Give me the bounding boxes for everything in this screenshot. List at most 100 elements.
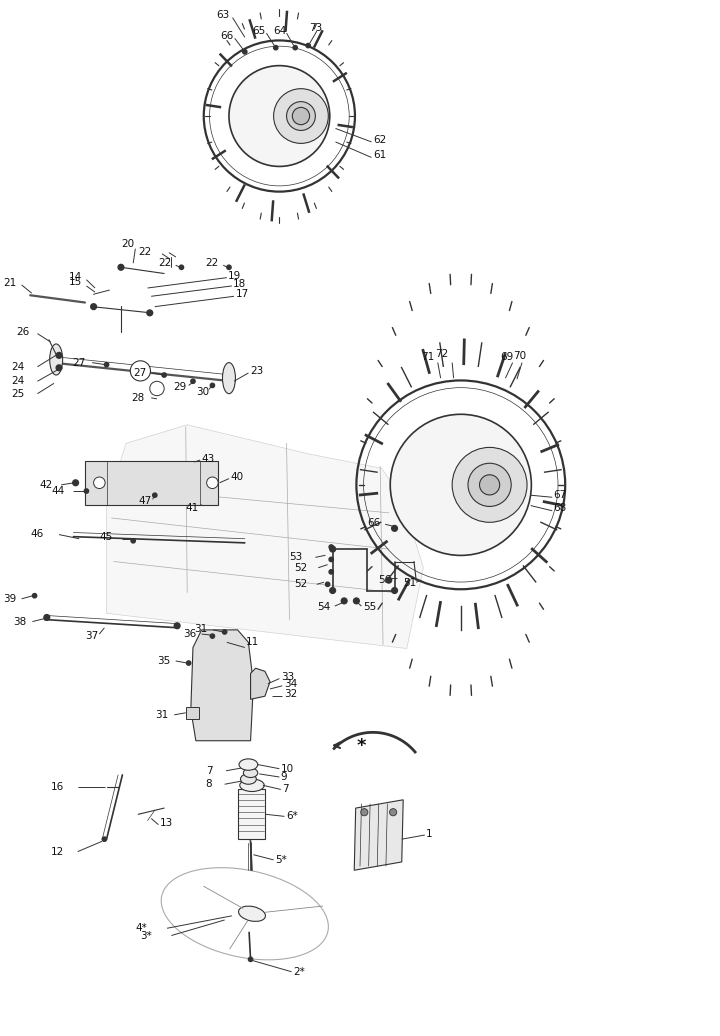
Circle shape <box>210 634 215 638</box>
Circle shape <box>84 489 89 493</box>
Circle shape <box>274 46 278 50</box>
Circle shape <box>162 373 166 377</box>
Text: 42: 42 <box>40 480 53 490</box>
Circle shape <box>292 108 310 124</box>
Text: 34: 34 <box>284 679 297 689</box>
Text: 45: 45 <box>99 531 112 542</box>
Circle shape <box>392 587 397 594</box>
Text: 40: 40 <box>230 471 243 482</box>
Circle shape <box>329 557 333 562</box>
Text: 67: 67 <box>553 490 566 500</box>
Text: 31: 31 <box>156 710 168 720</box>
Circle shape <box>104 363 109 367</box>
Text: 47: 47 <box>138 496 151 507</box>
Circle shape <box>73 480 78 486</box>
Text: 27: 27 <box>72 357 85 368</box>
Text: 66: 66 <box>367 518 380 528</box>
Text: 4*: 4* <box>135 923 147 933</box>
Text: 41: 41 <box>186 502 199 513</box>
Text: 46: 46 <box>30 528 43 539</box>
Circle shape <box>207 477 218 489</box>
Text: 7: 7 <box>206 766 212 776</box>
Text: 51: 51 <box>403 578 416 588</box>
Text: 17: 17 <box>235 289 248 299</box>
Text: 10: 10 <box>281 764 294 774</box>
Circle shape <box>243 50 247 54</box>
Text: 32: 32 <box>284 689 297 699</box>
Circle shape <box>32 594 37 598</box>
Circle shape <box>330 587 336 594</box>
Circle shape <box>130 361 150 381</box>
Text: 1: 1 <box>426 829 433 839</box>
Circle shape <box>452 448 527 522</box>
Text: 6*: 6* <box>286 811 297 822</box>
Circle shape <box>329 570 333 574</box>
Text: 16: 16 <box>50 782 63 793</box>
Text: 73: 73 <box>310 23 323 33</box>
Text: 54: 54 <box>317 602 330 612</box>
Circle shape <box>274 89 328 143</box>
Text: 36: 36 <box>184 629 197 639</box>
Text: 5*: 5* <box>275 855 287 865</box>
Text: 31: 31 <box>194 624 207 634</box>
Text: 64: 64 <box>274 26 287 36</box>
Text: 69: 69 <box>500 352 513 363</box>
Circle shape <box>56 352 62 358</box>
Text: 11: 11 <box>246 637 259 648</box>
Text: 28: 28 <box>131 393 144 403</box>
Text: 12: 12 <box>50 846 63 857</box>
Text: 22: 22 <box>158 258 171 268</box>
Text: 26: 26 <box>16 326 29 337</box>
Text: 3*: 3* <box>140 930 152 941</box>
Circle shape <box>325 582 330 586</box>
Circle shape <box>390 809 397 815</box>
Bar <box>186 707 199 719</box>
Text: 38: 38 <box>13 616 26 627</box>
Text: 55: 55 <box>364 602 377 612</box>
Circle shape <box>329 545 333 549</box>
Text: 70: 70 <box>513 351 526 362</box>
Text: 23: 23 <box>250 366 263 376</box>
Text: 66: 66 <box>220 31 233 41</box>
Circle shape <box>118 264 124 270</box>
Circle shape <box>179 265 184 269</box>
Text: 52: 52 <box>294 579 307 589</box>
Circle shape <box>56 365 62 371</box>
Circle shape <box>229 65 330 167</box>
Text: 30: 30 <box>196 386 209 397</box>
Polygon shape <box>251 668 270 699</box>
Circle shape <box>94 477 105 489</box>
Ellipse shape <box>240 774 256 784</box>
Text: 15: 15 <box>68 277 81 287</box>
Text: 37: 37 <box>85 631 98 641</box>
Text: 71: 71 <box>421 352 434 363</box>
Circle shape <box>186 661 191 665</box>
Ellipse shape <box>238 906 266 921</box>
Circle shape <box>153 493 157 497</box>
Circle shape <box>102 837 107 841</box>
Ellipse shape <box>239 758 258 770</box>
Ellipse shape <box>222 363 235 394</box>
Circle shape <box>248 957 253 961</box>
Ellipse shape <box>243 768 258 777</box>
Text: 63: 63 <box>216 9 229 20</box>
Ellipse shape <box>240 779 264 792</box>
Text: 8: 8 <box>205 779 212 789</box>
Circle shape <box>131 539 135 543</box>
Text: 53: 53 <box>289 552 302 563</box>
Text: 20: 20 <box>121 239 134 250</box>
Text: *: * <box>356 737 366 755</box>
Circle shape <box>468 463 511 507</box>
Text: 22: 22 <box>138 247 151 257</box>
Text: 56: 56 <box>378 575 391 585</box>
Circle shape <box>91 304 96 310</box>
Bar <box>238 789 265 839</box>
Circle shape <box>341 598 347 604</box>
Text: 44: 44 <box>52 486 65 496</box>
Circle shape <box>222 630 227 634</box>
Text: 13: 13 <box>160 817 173 828</box>
Circle shape <box>361 809 368 815</box>
Circle shape <box>174 623 180 629</box>
Text: 7: 7 <box>282 784 289 795</box>
Text: 2*: 2* <box>293 967 305 977</box>
